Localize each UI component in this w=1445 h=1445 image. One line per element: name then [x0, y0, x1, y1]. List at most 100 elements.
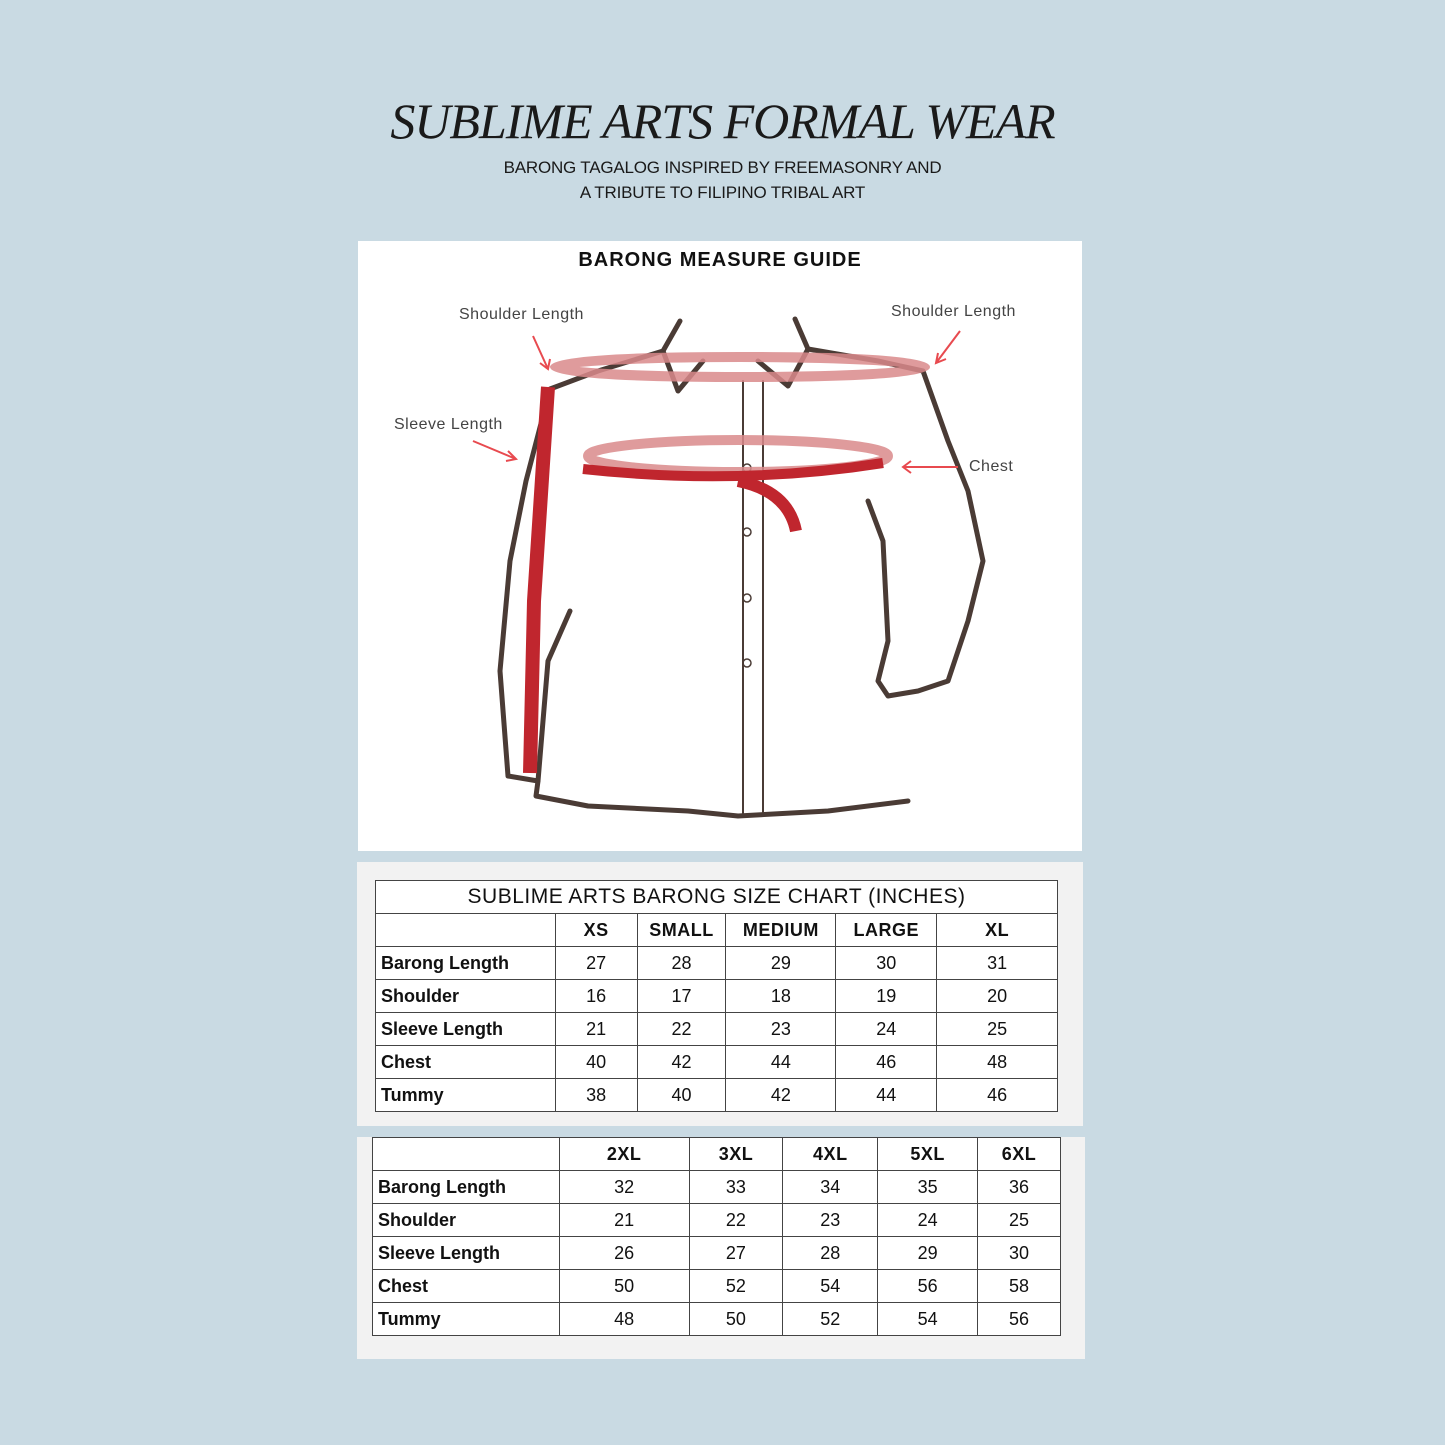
- row-label: Barong Length: [375, 946, 556, 980]
- table-row: Chest 40 42 44 46 48: [375, 1045, 1058, 1079]
- column-header: 4XL: [782, 1137, 879, 1171]
- table-cell: 22: [636, 1012, 727, 1046]
- subtitle-line-2: A TRIBUTE TO FILIPINO TRIBAL ART: [579, 183, 866, 202]
- table-cell: 58: [977, 1269, 1061, 1303]
- table-cell: 48: [936, 1045, 1058, 1079]
- table-row: Shoulder 21 22 23 24 25: [372, 1203, 1061, 1237]
- page-title: SUBLIME ARTS FORMAL WEAR: [390, 93, 1055, 149]
- column-header: LARGE: [835, 913, 938, 947]
- table-cell: 44: [725, 1045, 837, 1079]
- sleeve-length-label: Sleeve Length: [394, 416, 503, 433]
- shoulder-length-label-right: Shoulder Length: [891, 303, 1016, 320]
- table-row: Shoulder 16 17 18 19 20: [375, 979, 1058, 1013]
- table-cell: 34: [782, 1170, 879, 1204]
- table-cell: 16: [554, 979, 638, 1013]
- shirt-buttons: [742, 463, 752, 668]
- table-row: Sleeve Length 21 22 23 24 25: [375, 1012, 1058, 1046]
- table-cell: 48: [558, 1302, 690, 1336]
- chest-tape-end: [736, 475, 802, 533]
- table-cell: 44: [835, 1078, 938, 1112]
- column-header: XL: [936, 913, 1058, 947]
- table-cell: 35: [877, 1170, 979, 1204]
- row-label: Chest: [375, 1045, 556, 1079]
- row-label: Tummy: [372, 1302, 560, 1336]
- table-header-row: XS SMALL MEDIUM LARGE XL: [375, 913, 1058, 947]
- sleeve-tape: [523, 386, 555, 774]
- table-cell: 54: [782, 1269, 879, 1303]
- column-header: 6XL: [977, 1137, 1061, 1171]
- chest-tape: [582, 458, 884, 482]
- table-cell: 26: [558, 1236, 690, 1270]
- table-cell: 42: [725, 1078, 837, 1112]
- table-row: Barong Length 32 33 34 35 36: [372, 1170, 1061, 1204]
- column-header: 3XL: [688, 1137, 784, 1171]
- measure-guide-panel: BARONG MEASURE GUIDE Shoulder Length Sho…: [358, 241, 1082, 851]
- size-chart-title: SUBLIME ARTS BARONG SIZE CHART (INCHES): [375, 880, 1058, 914]
- table-cell: 27: [554, 946, 638, 980]
- column-header: 2XL: [558, 1137, 690, 1171]
- table-cell: 42: [636, 1045, 727, 1079]
- table-row: Chest 50 52 54 56 58: [372, 1269, 1061, 1303]
- chest-label: Chest: [969, 458, 1014, 475]
- row-label: Sleeve Length: [375, 1012, 556, 1046]
- size-chart-panel-1: SUBLIME ARTS BARONG SIZE CHART (INCHES) …: [357, 862, 1083, 1126]
- row-label: Chest: [372, 1269, 560, 1303]
- column-header: 5XL: [877, 1137, 979, 1171]
- table-cell: 27: [688, 1236, 784, 1270]
- table-cell: 54: [877, 1302, 979, 1336]
- table-cell: 50: [558, 1269, 690, 1303]
- row-label: Shoulder: [375, 979, 556, 1013]
- shirt-illustration: [472, 316, 986, 819]
- table-cell: 33: [688, 1170, 784, 1204]
- shoulder-band: [550, 352, 930, 382]
- table-row: Tummy 38 40 42 44 46: [375, 1078, 1058, 1112]
- table-row: Tummy 48 50 52 54 56: [372, 1302, 1061, 1336]
- table-row: Sleeve Length 26 27 28 29 30: [372, 1236, 1061, 1270]
- row-label: Shoulder: [372, 1203, 560, 1237]
- table-cell: 32: [558, 1170, 690, 1204]
- table-cell: 24: [835, 1012, 938, 1046]
- table-cell: 29: [877, 1236, 979, 1270]
- table-cell: 30: [835, 946, 938, 980]
- subtitle-line-1: BARONG TAGALOG INSPIRED BY FREEMASONRY A…: [503, 158, 942, 177]
- table-cell: 25: [936, 1012, 1058, 1046]
- table-cell: 36: [977, 1170, 1061, 1204]
- table-cell: 21: [554, 1012, 638, 1046]
- table-header-row: 2XL 3XL 4XL 5XL 6XL: [372, 1137, 1061, 1171]
- table-cell: 56: [877, 1269, 979, 1303]
- size-chart-table-1: SUBLIME ARTS BARONG SIZE CHART (INCHES) …: [375, 880, 1058, 1112]
- table-cell: 40: [636, 1078, 727, 1112]
- table-cell: 46: [936, 1078, 1058, 1112]
- column-header: MEDIUM: [725, 913, 837, 947]
- table-cell: 17: [636, 979, 727, 1013]
- table-cell: 30: [977, 1236, 1061, 1270]
- table-cell: 52: [782, 1302, 879, 1336]
- shirt-outline: [497, 316, 986, 819]
- column-header: SMALL: [636, 913, 727, 947]
- table-cell: 40: [554, 1045, 638, 1079]
- table-cell: 19: [835, 979, 938, 1013]
- table-cell: 22: [688, 1203, 784, 1237]
- table-cell: 38: [554, 1078, 638, 1112]
- table-cell: 28: [636, 946, 727, 980]
- table-row: Barong Length 27 28 29 30 31: [375, 946, 1058, 980]
- row-label: Barong Length: [372, 1170, 560, 1204]
- table-cell: 50: [688, 1302, 784, 1336]
- row-label: Tummy: [375, 1078, 556, 1112]
- table-cell: 29: [725, 946, 837, 980]
- size-chart-panel-2: 2XL 3XL 4XL 5XL 6XL Barong Length 32 33 34 3…: [357, 1137, 1085, 1359]
- table-cell: 46: [835, 1045, 938, 1079]
- row-label: Sleeve Length: [372, 1236, 560, 1270]
- table-cell: 56: [977, 1302, 1061, 1336]
- table-cell: 21: [558, 1203, 690, 1237]
- table-cell: 23: [725, 1012, 837, 1046]
- table-cell: 31: [936, 946, 1058, 980]
- table-cell: 52: [688, 1269, 784, 1303]
- table-cell: 23: [782, 1203, 879, 1237]
- column-header: XS: [554, 913, 638, 947]
- table-cell: 25: [977, 1203, 1061, 1237]
- table-cell: 28: [782, 1236, 879, 1270]
- arrow-icons: [472, 330, 961, 474]
- shoulder-length-label-left: Shoulder Length: [459, 306, 584, 323]
- table-cell: 18: [725, 979, 837, 1013]
